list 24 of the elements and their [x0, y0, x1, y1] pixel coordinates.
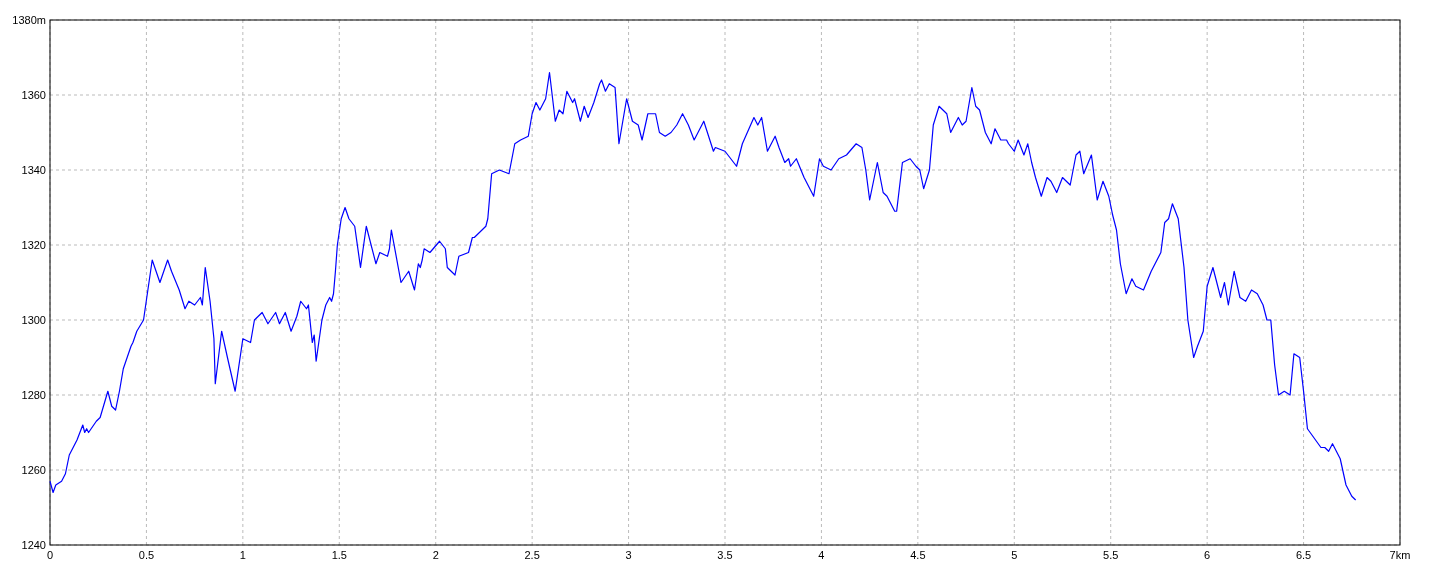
x-tick-label: 7km	[1389, 549, 1411, 561]
x-tick-label: 2.5	[524, 549, 540, 561]
y-tick-label: 1300	[21, 314, 46, 326]
y-tick-label: 1240	[21, 539, 46, 551]
line-series	[49, 71, 1357, 501]
x-tick-label: 3.5	[717, 549, 733, 561]
x-tick-label: 0.5	[138, 549, 155, 561]
x-tick-label: 1	[239, 549, 246, 561]
y-tick-label: 1260	[21, 464, 46, 476]
y-tick-label: 1340	[21, 164, 46, 176]
y-tick-label: 1280	[21, 389, 46, 401]
y-tick-label: 1380m	[12, 14, 46, 26]
x-tick-label: 3	[625, 549, 632, 561]
x-tick-label: 0	[46, 549, 54, 561]
x-tick-label: 4	[818, 549, 825, 561]
x-tick-label: 4.5	[910, 549, 926, 561]
x-tick-label: 1.5	[331, 549, 347, 561]
x-tick-label: 6	[1204, 549, 1211, 561]
x-tick-label: 6.5	[1295, 549, 1312, 561]
x-tick-label: 5.5	[1103, 549, 1119, 561]
x-tick-label: 2	[432, 549, 439, 561]
y-tick-label: 1320	[21, 239, 46, 251]
y-tick-label: 1360	[21, 89, 46, 101]
x-tick-label: 5	[1011, 549, 1018, 561]
